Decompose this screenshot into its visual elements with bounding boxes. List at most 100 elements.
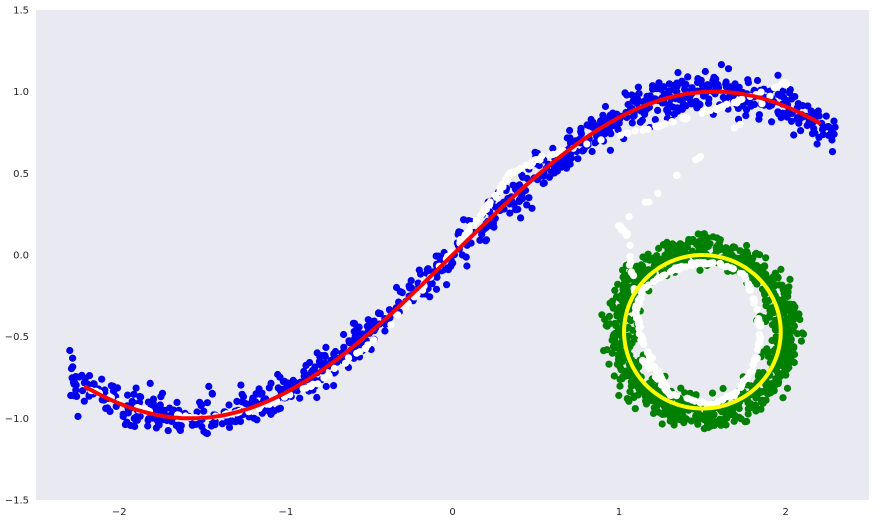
scatter-point: [124, 409, 132, 417]
scatter-point: [797, 127, 805, 135]
scatter-point: [608, 349, 616, 357]
scatter-point: [516, 164, 524, 172]
scatter-point: [698, 398, 706, 406]
scatter-point: [517, 214, 525, 222]
scatter-point: [506, 209, 514, 217]
scatter-point: [770, 387, 778, 395]
scatter-point: [557, 163, 566, 171]
y-tick-label: −0.5: [5, 332, 29, 343]
scatter-point: [635, 382, 643, 390]
scatter-point: [628, 269, 636, 277]
scatter-point: [785, 89, 794, 97]
scatter-point: [786, 275, 794, 283]
scatter-point: [743, 417, 751, 425]
scatter-point: [130, 390, 138, 398]
scatter-point: [515, 197, 524, 206]
scatter-point: [762, 254, 770, 262]
scatter-point: [723, 406, 731, 414]
scatter-point: [588, 147, 596, 156]
scatter-point: [239, 393, 248, 401]
scatter-point: [270, 407, 278, 415]
scatter-point: [611, 286, 619, 294]
scatter-point: [774, 71, 782, 79]
scatter-point: [681, 389, 689, 397]
scatter-point: [714, 397, 722, 406]
scatter-point: [783, 384, 792, 392]
scatter-point: [652, 367, 661, 375]
x-tick-label: 1: [616, 507, 622, 518]
scatter-point: [447, 262, 455, 270]
scatter-point: [642, 397, 650, 405]
scatter-point: [600, 347, 608, 355]
scatter-point: [705, 409, 714, 417]
scatter-point: [789, 317, 797, 325]
scatter-point: [750, 299, 758, 307]
y-tick-label: 0.0: [13, 251, 29, 262]
scatter-point: [672, 392, 681, 400]
scatter-point: [624, 129, 632, 137]
x-tick-label: −2: [112, 507, 127, 518]
scatter-point: [782, 80, 791, 88]
scatter-point: [482, 236, 491, 244]
scatter-point: [779, 286, 787, 294]
scatter-point: [585, 122, 594, 130]
scatter-point: [621, 89, 629, 97]
scatter-point: [598, 311, 606, 319]
scatter-point: [749, 367, 757, 375]
scatter-point: [341, 359, 350, 367]
scatter-point: [496, 184, 504, 192]
scatter-point: [706, 107, 714, 115]
scatter-point: [644, 348, 652, 356]
scatter-point: [781, 333, 789, 342]
scatter-point: [670, 110, 679, 118]
scatter-point: [768, 118, 776, 126]
scatter-point: [774, 380, 782, 388]
scatter-point: [638, 116, 646, 124]
scatter-point: [80, 397, 88, 405]
scatter-point: [659, 377, 667, 385]
scatter-point: [819, 130, 827, 139]
scatter-point: [123, 419, 131, 427]
scatter-point: [637, 269, 646, 277]
scatter-point: [694, 75, 702, 83]
scatter-point: [322, 382, 330, 391]
scatter-point: [737, 415, 745, 423]
scatter-point: [674, 407, 682, 415]
scatter-point: [583, 140, 591, 148]
scatter-point: [757, 388, 765, 396]
scatter-point: [747, 254, 755, 263]
scatter-point: [491, 191, 500, 200]
scatter-point: [625, 397, 633, 405]
scatter-point: [461, 231, 469, 239]
scatter-point: [659, 272, 667, 280]
scatter-point: [225, 423, 234, 431]
scatter-point: [626, 253, 634, 261]
scatter-point: [698, 109, 706, 117]
scatter-point: [654, 106, 662, 114]
scatter-point: [615, 391, 623, 400]
scatter-point: [684, 73, 692, 81]
scatter-point: [523, 201, 531, 209]
scatter-point: [706, 240, 714, 248]
scatter-point: [771, 84, 779, 92]
scatter-point: [617, 131, 625, 139]
scatter-point: [693, 415, 701, 423]
scatter-point: [704, 83, 713, 91]
scatter-point: [73, 392, 81, 400]
scatter-point: [72, 386, 80, 394]
scatter-point: [237, 381, 245, 389]
scatter-point: [443, 281, 451, 289]
scatter-point: [316, 358, 324, 366]
scatter-point: [677, 262, 686, 270]
scatter-point: [522, 161, 530, 169]
scatter-point: [689, 238, 697, 246]
scatter-point: [736, 120, 744, 128]
scatter-point: [781, 366, 789, 374]
scatter-point: [276, 404, 284, 412]
scatter-point: [628, 119, 636, 127]
scatter-point: [815, 112, 823, 120]
scatter-point: [144, 422, 152, 430]
scatter-point: [638, 333, 646, 342]
scatter-point: [679, 79, 687, 87]
